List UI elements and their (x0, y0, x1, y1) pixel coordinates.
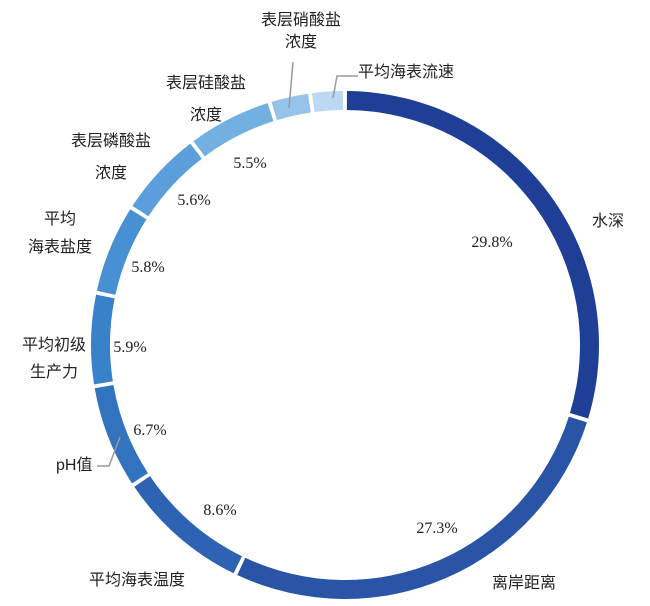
value-label-1: 29.8% (471, 234, 512, 251)
value-label-4: 6.7% (133, 422, 166, 439)
slice-8 (193, 103, 274, 157)
value-label-8: 5.5% (233, 155, 266, 172)
category-label-6: 平均海表盐度 (28, 210, 92, 256)
category-label-10: 平均海表流速 (358, 63, 454, 81)
chart-leader-lines (97, 61, 358, 467)
slice-5 (91, 294, 115, 385)
value-label-6: 5.8% (131, 259, 164, 276)
slice-1 (346, 91, 599, 419)
value-label-2: 27.3% (416, 520, 457, 537)
category-label-3: 平均海表温度 (89, 571, 185, 589)
category-label-7: 表层磷酸盐浓度 (71, 132, 151, 182)
value-label-3: 8.6% (203, 502, 236, 519)
category-label-2: 离岸距离 (492, 574, 556, 592)
leader-line-10 (332, 75, 358, 99)
leader-line-9 (288, 61, 294, 109)
slice-2 (237, 416, 587, 599)
category-label-8: 表层硅酸盐浓度 (166, 74, 246, 124)
chart-slices (91, 91, 599, 599)
slice-3 (134, 476, 242, 574)
category-label-4: pH值 (56, 456, 92, 474)
leader-line-4 (97, 436, 121, 467)
category-label-9: 表层硝酸盐浓度 (261, 11, 341, 51)
slice-4 (94, 385, 148, 484)
category-label-5: 平均初级生产力 (22, 336, 86, 381)
slice-10 (311, 91, 344, 112)
value-label-5: 5.9% (113, 339, 146, 356)
slice-9 (271, 93, 311, 121)
slice-6 (96, 209, 147, 295)
slice-7 (132, 143, 202, 217)
value-label-7: 5.6% (177, 192, 210, 209)
category-label-1: 水深 (592, 212, 624, 230)
